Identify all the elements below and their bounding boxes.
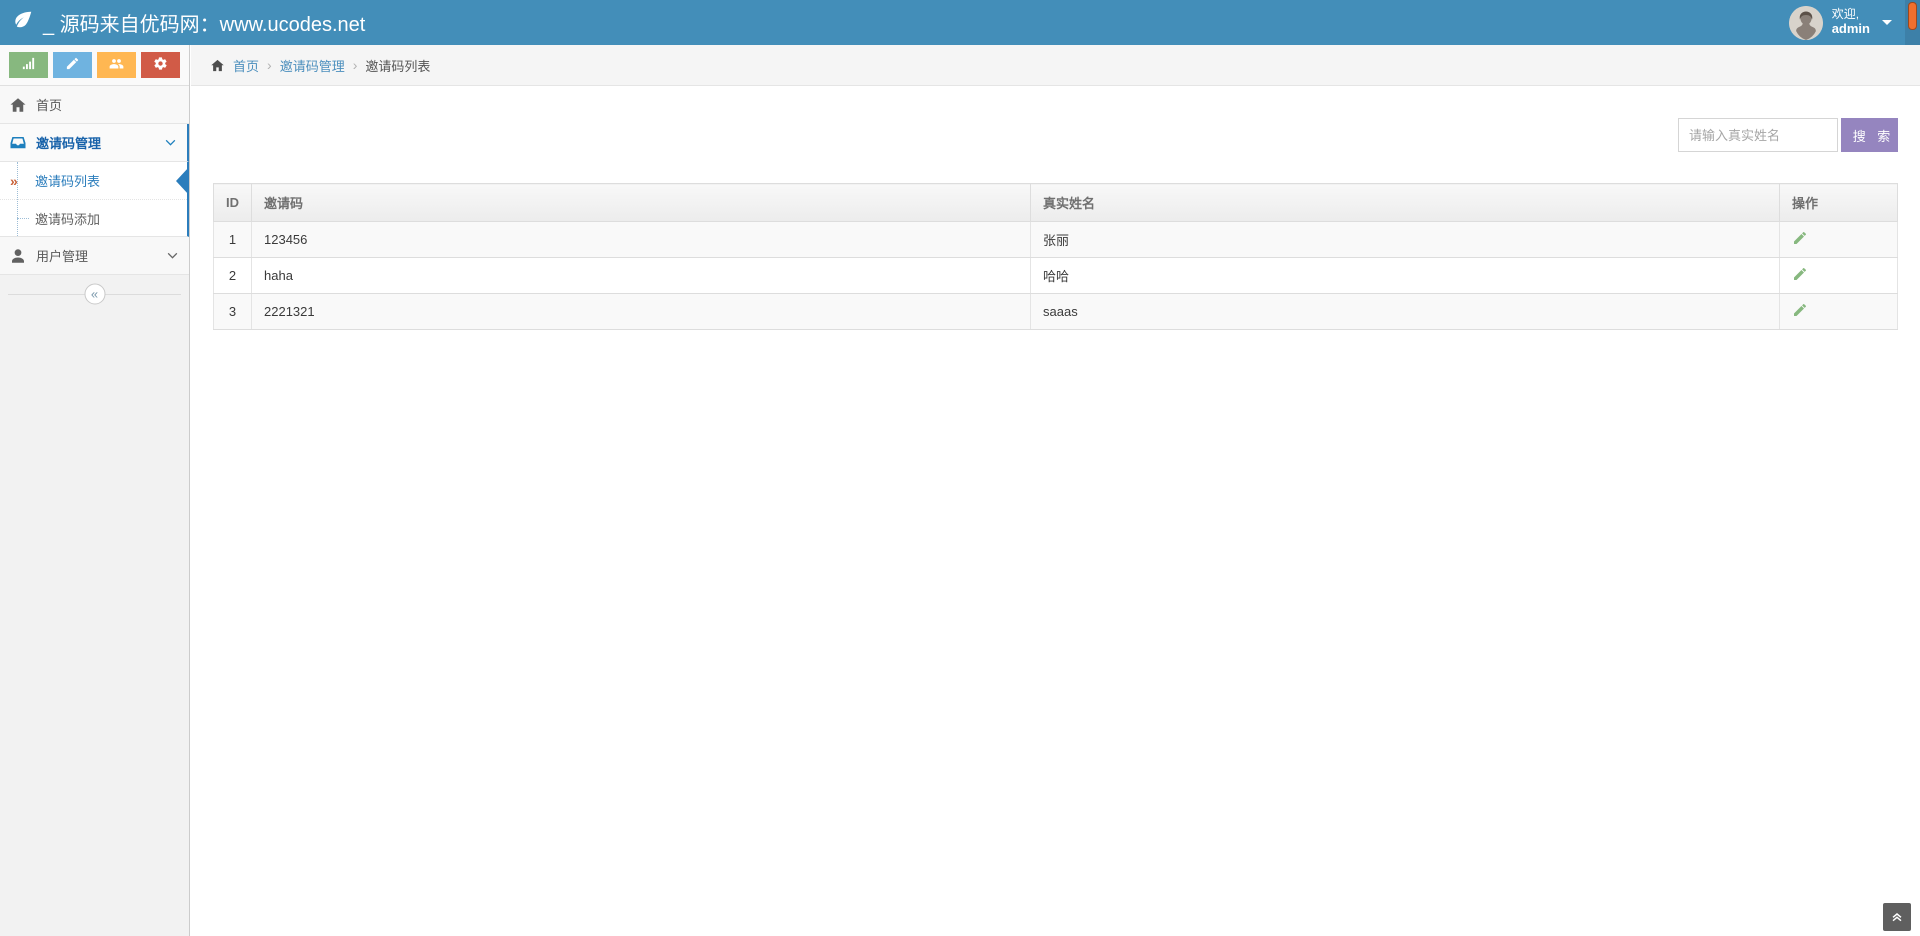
shortcut-pencil-button[interactable] <box>53 52 92 78</box>
breadcrumb-current: 邀请码列表 <box>365 58 431 74</box>
tree-line <box>17 217 29 219</box>
search-row: 搜 索 <box>213 118 1898 152</box>
search-input[interactable] <box>1678 118 1838 152</box>
table-row: 2 haha 哈哈 <box>213 257 1898 294</box>
sidebar-subitem-invite-list[interactable]: » 邀请码列表 <box>0 162 189 199</box>
breadcrumb-invite-management-link[interactable]: 邀请码管理 <box>279 58 345 74</box>
column-header-actions: 操作 <box>1779 183 1898 222</box>
page-body: 搜 索 ID 邀请码 真实姓名 操作 1 123456 张丽 <box>191 86 1920 330</box>
cell-code: 123456 <box>251 221 1031 258</box>
home-icon <box>9 96 27 114</box>
signal-bars-icon <box>21 56 36 74</box>
sidebar-item-label: 邀请码管理 <box>36 136 102 151</box>
avatar <box>1788 5 1823 40</box>
user-menu[interactable]: 欢迎, admin <box>1788 5 1920 40</box>
sidebar-shortcuts <box>0 45 189 86</box>
search-button[interactable]: 搜 索 <box>1841 118 1898 152</box>
cell-id: 1 <box>213 221 252 258</box>
cell-code: haha <box>251 257 1031 294</box>
sidebar-item-label: 首页 <box>36 98 63 113</box>
column-header-name: 真实姓名 <box>1030 183 1780 222</box>
brand-title: _ 源码来自优码网：www.ucodes.net <box>43 14 366 36</box>
cell-id: 2 <box>213 257 252 294</box>
username: admin <box>1831 20 1870 36</box>
sidebar-item-home[interactable]: 首页 <box>0 86 189 124</box>
scrollbar-thumb[interactable] <box>1908 2 1917 30</box>
inbox-icon <box>9 134 27 152</box>
chevron-down-icon <box>166 249 179 262</box>
pencil-icon <box>65 56 80 74</box>
shortcut-settings-button[interactable] <box>141 52 180 78</box>
table-header-row: ID 邀请码 真实姓名 操作 <box>213 183 1898 222</box>
column-header-code: 邀请码 <box>251 183 1031 222</box>
cell-name: 张丽 <box>1030 221 1780 258</box>
sidebar-collapse-toggle[interactable]: « <box>0 281 189 307</box>
main-content: 首页 › 邀请码管理 › 邀请码列表 搜 索 ID 邀请码 真实姓名 操作 1 <box>191 45 1920 936</box>
breadcrumb-home-link[interactable]: 首页 <box>233 58 260 74</box>
edit-icon[interactable] <box>1792 230 1808 246</box>
users-icon <box>109 56 124 74</box>
caret-down-icon <box>1882 20 1892 25</box>
chevron-down-icon <box>164 136 177 149</box>
user-icon <box>9 247 27 265</box>
sidebar-item-invite-management[interactable]: 邀请码管理 <box>0 124 189 162</box>
table-row: 3 2221321 saaas <box>213 293 1898 330</box>
column-header-id: ID <box>213 183 252 222</box>
welcome-text: 欢迎, <box>1831 7 1860 22</box>
cell-name: saaas <box>1030 293 1780 330</box>
leaf-logo-icon <box>12 9 34 37</box>
cell-id: 3 <box>213 293 252 330</box>
shortcut-users-button[interactable] <box>97 52 136 78</box>
home-icon <box>210 58 225 73</box>
double-chevron-up-icon <box>1889 908 1905 927</box>
cell-name: 哈哈 <box>1030 257 1780 294</box>
sidebar-subitem-invite-add[interactable]: 邀请码添加 <box>0 199 187 236</box>
sidebar-nav: 首页 邀请码管理 » 邀请码列表 邀请码添加 <box>0 86 189 275</box>
edit-icon[interactable] <box>1792 266 1808 282</box>
cell-code: 2221321 <box>251 293 1031 330</box>
sidebar-subitem-label: 邀请码列表 <box>35 174 101 189</box>
edit-icon[interactable] <box>1792 302 1808 318</box>
table-row: 1 123456 张丽 <box>213 221 1898 258</box>
collapse-icon[interactable]: « <box>84 283 105 305</box>
scroll-to-top-button[interactable] <box>1883 903 1911 931</box>
submenu-invite-management: » 邀请码列表 邀请码添加 <box>0 162 189 237</box>
breadcrumb-separator: › <box>352 57 358 73</box>
brand[interactable]: _ 源码来自优码网：www.ucodes.net <box>0 8 365 37</box>
invite-code-table: ID 邀请码 真实姓名 操作 1 123456 张丽 <box>213 183 1898 330</box>
active-double-angle-icon: » <box>10 172 18 189</box>
breadcrumb-separator: › <box>267 57 272 73</box>
sidebar: 首页 邀请码管理 » 邀请码列表 邀请码添加 <box>0 45 190 936</box>
selected-item-marker <box>176 166 189 195</box>
sidebar-item-user-management[interactable]: 用户管理 <box>0 237 189 275</box>
cogs-icon <box>153 56 168 74</box>
breadcrumb: 首页 › 邀请码管理 › 邀请码列表 <box>191 45 1920 86</box>
sidebar-subitem-label: 邀请码添加 <box>35 211 101 227</box>
sidebar-item-label: 用户管理 <box>36 249 89 264</box>
top-navbar: _ 源码来自优码网：www.ucodes.net 欢迎, admin <box>0 0 1920 45</box>
shortcut-chart-button[interactable] <box>9 52 48 78</box>
